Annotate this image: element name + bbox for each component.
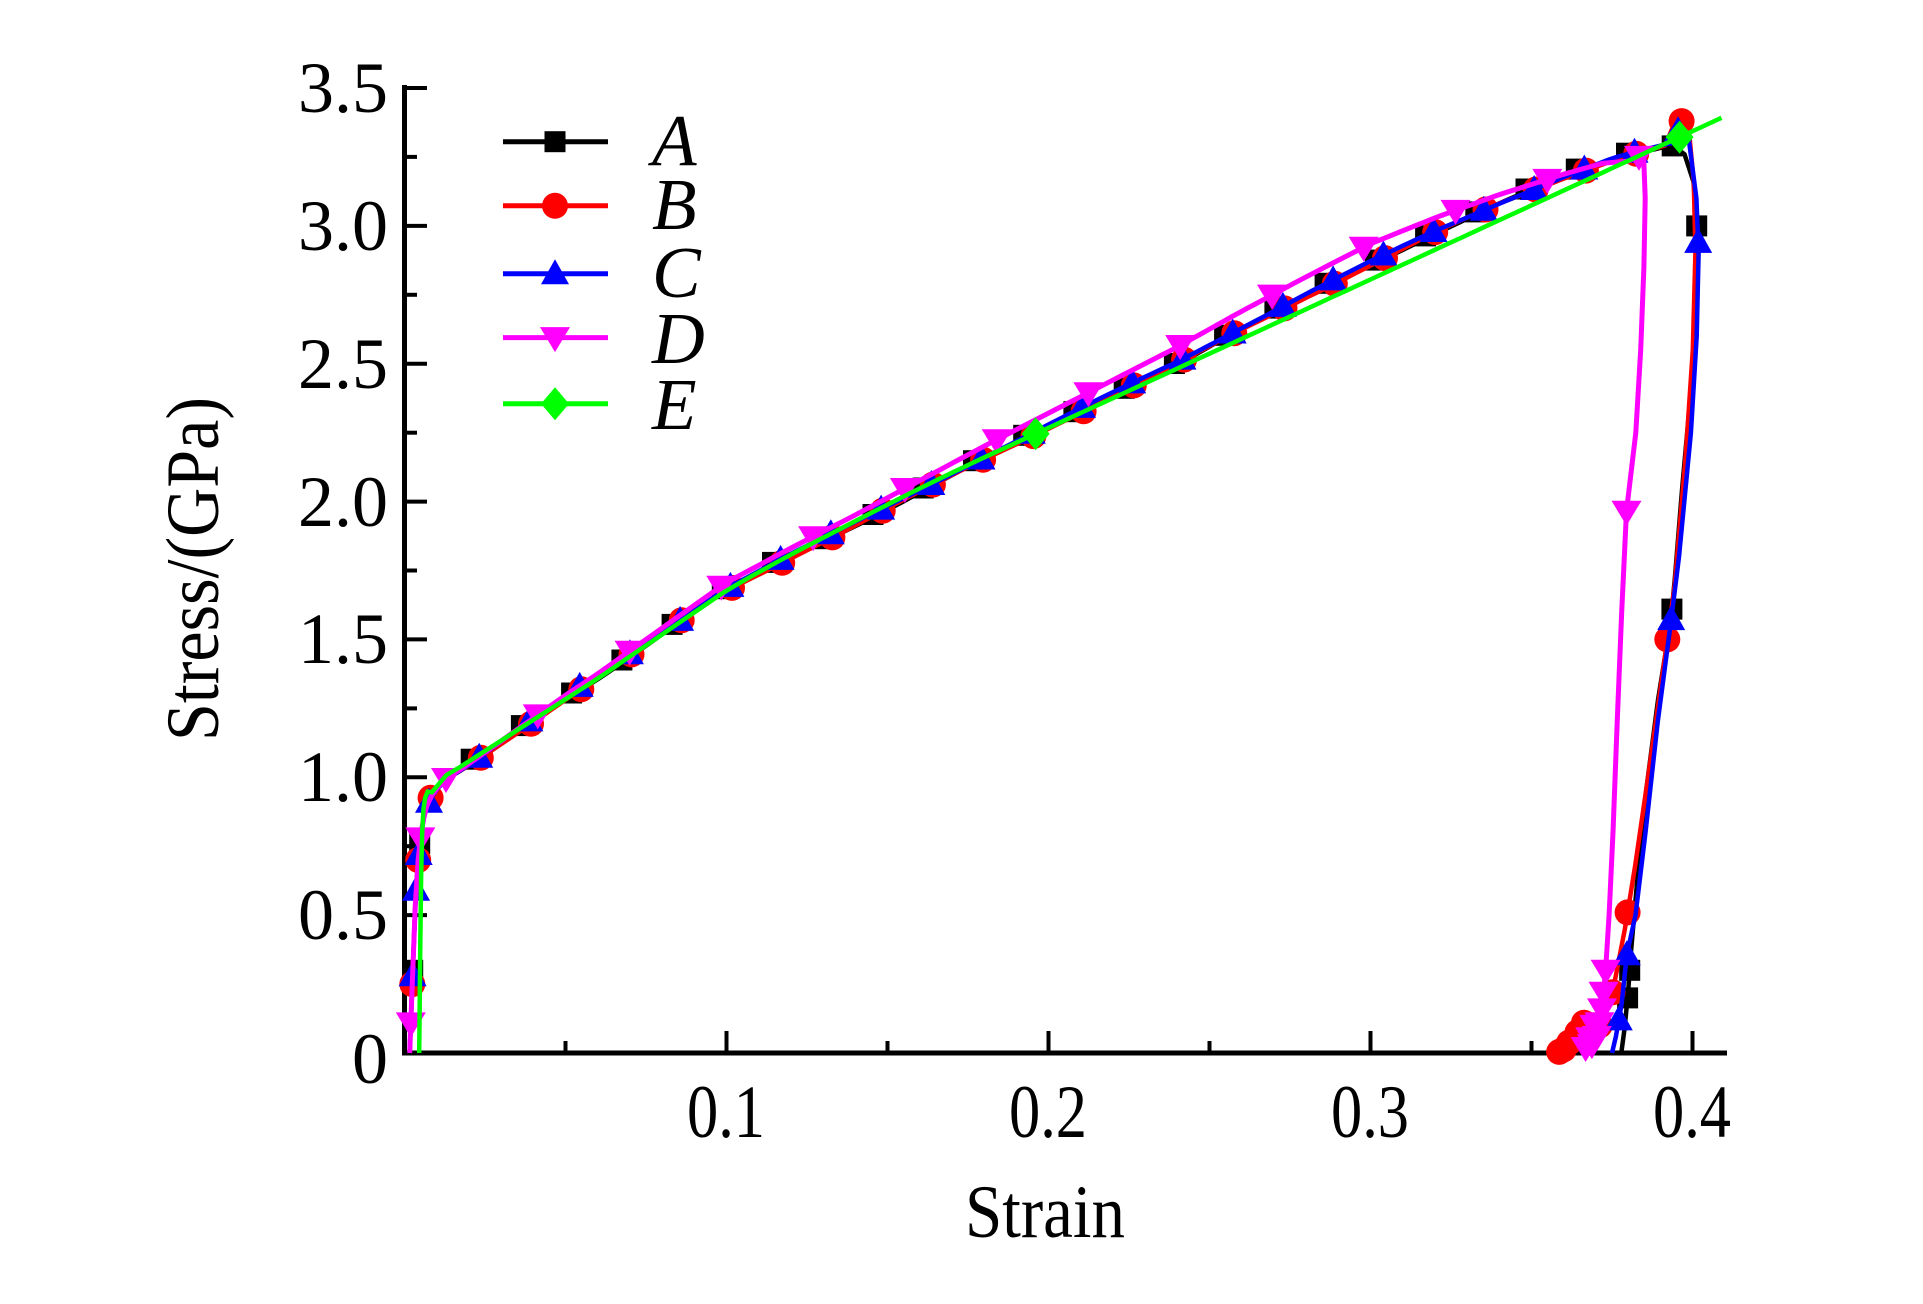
svg-text:1.5: 1.5	[298, 599, 388, 679]
svg-text:D: D	[651, 298, 705, 379]
svg-text:2.0: 2.0	[298, 462, 388, 542]
svg-text:B: B	[652, 164, 697, 245]
svg-text:3.5: 3.5	[298, 48, 388, 128]
svg-text:C: C	[652, 232, 702, 313]
svg-text:0.5: 0.5	[298, 875, 388, 955]
svg-text:Stress/(GPa): Stress/(GPa)	[152, 397, 235, 741]
svg-text:0.1: 0.1	[687, 1071, 765, 1154]
svg-text:2.5: 2.5	[298, 324, 388, 404]
svg-text:1.0: 1.0	[298, 737, 388, 817]
svg-text:0: 0	[352, 1019, 388, 1099]
svg-text:0.3: 0.3	[1331, 1071, 1409, 1154]
svg-text:A: A	[648, 100, 697, 181]
svg-text:E: E	[651, 364, 697, 445]
svg-text:0.2: 0.2	[1009, 1071, 1087, 1154]
svg-text:0.4: 0.4	[1653, 1071, 1731, 1154]
svg-text:3.0: 3.0	[298, 186, 388, 266]
svg-text:Strain: Strain	[965, 1171, 1125, 1254]
